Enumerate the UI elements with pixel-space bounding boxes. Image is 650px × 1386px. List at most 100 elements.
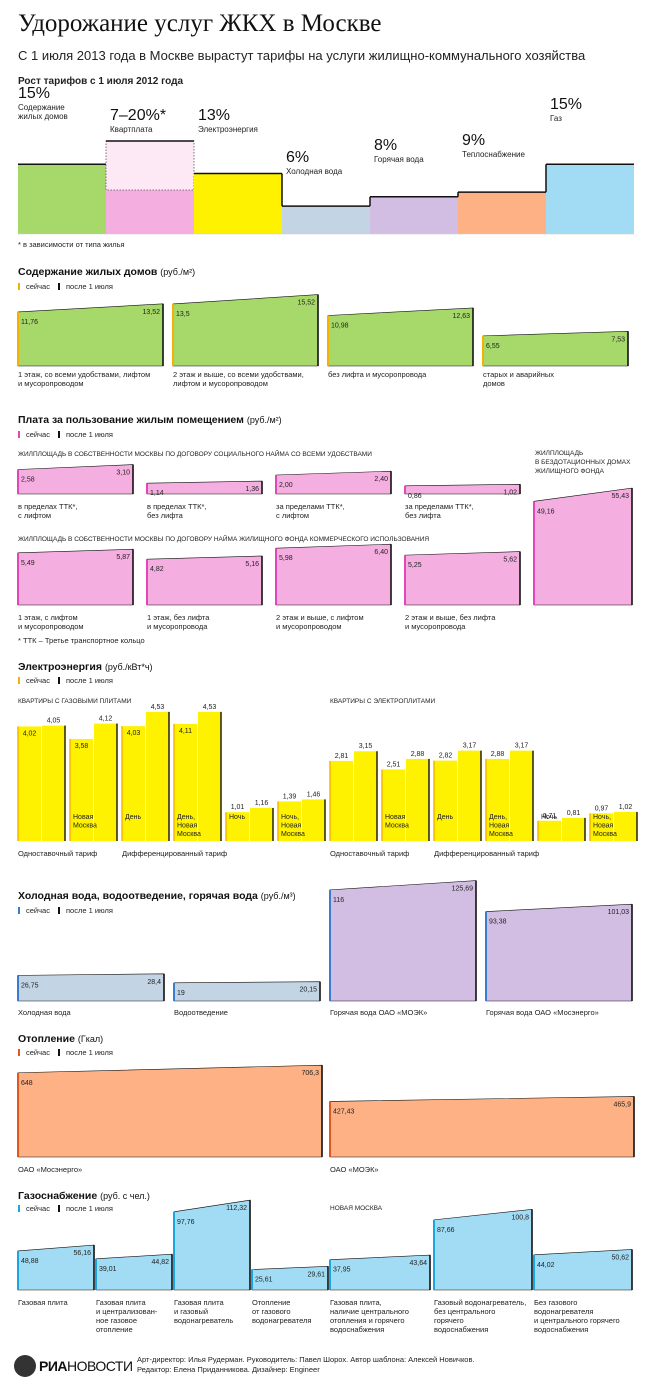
electricity-caption-5: Ночь, Новая Москва xyxy=(281,814,305,838)
water-series-2-area xyxy=(329,880,477,1002)
water-series-1-area xyxy=(173,981,321,1002)
gas-legend-now-swatch xyxy=(18,1205,20,1212)
housing-legend-after-swatch xyxy=(58,283,60,290)
housing-legend-now: сейчас xyxy=(26,282,50,291)
water-unit: (руб./м³) xyxy=(261,891,296,901)
heating-legend-after-swatch xyxy=(58,1049,60,1056)
electricity-bar-11-now xyxy=(590,813,613,841)
gas-caption-0: Газовая плита xyxy=(18,1298,68,1307)
gas-series-5-after-label: 100,8 xyxy=(511,1214,529,1221)
heating-series-1-area xyxy=(329,1096,635,1158)
electricity-group2-label: КВАРТИРЫ С ЭЛЕКТРОПЛИТАМИ xyxy=(330,698,435,705)
rent-commercial-2-now-label: 5,98 xyxy=(279,555,293,562)
gas-series-2-area xyxy=(173,1199,251,1291)
gas-series-1-after-label: 44,82 xyxy=(151,1259,169,1266)
water-caption-3: Горячая вода ОАО «Мосэнерго» xyxy=(486,1008,599,1017)
electricity-legend-after-swatch xyxy=(58,677,60,684)
electricity-value-8-after: 3,17 xyxy=(463,743,477,750)
housing-caption-0: 1 этаж, со всеми удобствами, лифтом и мус… xyxy=(18,370,150,388)
electricity-value-1-now: 3,58 xyxy=(75,743,89,750)
electricity-value-2-now: 4,03 xyxy=(127,730,141,737)
water-series-0-area xyxy=(17,973,165,1002)
electricity-value-3-after: 4,53 xyxy=(203,704,217,711)
credits-line-1: Арт-директор: Илья Рудерман. Руководител… xyxy=(137,1355,475,1364)
housing-series-3-area xyxy=(482,331,629,367)
page-subtitle: С 1 июля 2013 года в Москве вырастут тар… xyxy=(18,48,586,63)
housing-series-2-now-label: 10,98 xyxy=(331,322,349,329)
housing-caption-3: старых и аварийных домов xyxy=(483,370,554,388)
summary-value-label-2: 13% xyxy=(198,107,230,124)
water-caption-1: Водоотведение xyxy=(174,1008,228,1017)
rent-social-3-now-label: 0,86 xyxy=(408,493,422,500)
rent-social-1-now-label: 1,14 xyxy=(150,490,164,497)
heating-legend-now: сейчас xyxy=(26,1048,50,1057)
electricity-value-5-now: 1,39 xyxy=(283,793,297,800)
rent-commercial-1-now-label: 4,82 xyxy=(150,566,164,573)
summary-value-label-3: 6% xyxy=(286,149,309,166)
summary-bar-0 xyxy=(18,164,106,234)
rent-social-2-now-label: 2,00 xyxy=(279,482,293,489)
rent-social-1-after-label: 1,36 xyxy=(245,486,259,493)
summary-value-label-1: 7–20%* xyxy=(110,107,166,124)
heating-series-0-now-label: 648 xyxy=(21,1080,33,1087)
electricity-value-4-after: 1,16 xyxy=(255,800,269,807)
electricity-caption-3: День, Новая Москва xyxy=(177,814,201,838)
gas-legend-after-swatch xyxy=(58,1205,60,1212)
heating-legend-now-swatch xyxy=(18,1049,20,1056)
water-series-0-now-label: 26,75 xyxy=(21,982,39,989)
electricity-group1-label: КВАРТИРЫ С ГАЗОВЫМИ ПЛИТАМИ xyxy=(18,698,132,705)
electricity-bar-8-after xyxy=(458,750,481,841)
ria-logo-text: РИАНОВОСТИ xyxy=(39,1358,133,1374)
rent-legend-now-swatch xyxy=(18,431,20,438)
electricity-value-6-now: 2,81 xyxy=(335,753,349,760)
electricity-bar-8-now xyxy=(434,760,457,841)
rent-social-caption-3: за пределами ТТК*, без лифта xyxy=(405,502,474,520)
rent-title: Плата за пользование жилым помещением (р… xyxy=(18,414,282,426)
electricity-value-11-after: 1,02 xyxy=(619,804,633,811)
summary-bar-5 xyxy=(458,192,546,234)
rent-legend-after-swatch xyxy=(58,431,60,438)
summary-category-label-1: Квартплата xyxy=(110,125,153,134)
summary-value-label-4: 8% xyxy=(374,137,397,154)
gas-unit: (руб. с чел.) xyxy=(100,1191,150,1201)
electricity-value-7-now: 2,51 xyxy=(387,761,401,768)
rent-legend-after: после 1 июля xyxy=(66,430,113,439)
rent-commercial-caption-0: 1 этаж, с лифтом и мусоропроводом xyxy=(18,613,84,631)
electricity-value-11-now: 0,97 xyxy=(595,805,609,812)
rent-social-caption-1: в пределах ТТК*, без лифта xyxy=(147,502,207,520)
water-legend-now: сейчас xyxy=(26,906,50,915)
electricity-bar-10-now xyxy=(538,820,561,841)
heating-title: Отопление (Гкал) xyxy=(18,1033,103,1045)
gas-series-4-now-label: 37,95 xyxy=(333,1267,351,1274)
electricity-bar-9-after xyxy=(510,750,533,841)
gas-series-6-now-label: 44,02 xyxy=(537,1262,555,1269)
summary-bar-kvartplata-range xyxy=(105,140,195,191)
rent-group2-label: ЖИЛПЛОЩАДЬ В СОБСТВЕННОСТИ МОСКВЫ ПО ДОГ… xyxy=(18,534,429,543)
summary-chart-label: Рост тарифов с 1 июля 2012 года xyxy=(18,76,184,87)
electricity-bar-2-after xyxy=(146,711,169,841)
electricity-bar-1-now xyxy=(70,738,93,841)
gas-caption-1: Газовая плита и централизован-ное газовое… xyxy=(96,1298,158,1334)
electricity-bar-7-now xyxy=(382,769,405,841)
housing-series-0-after-label: 13,52 xyxy=(142,309,160,316)
gas-caption-4: Газовая плита, наличие центрального отопле… xyxy=(330,1298,409,1334)
electricity-value-6-after: 3,15 xyxy=(359,743,373,750)
rent-commercial-caption-2: 2 этаж и выше, с лифтом и мусоропроводом xyxy=(276,613,364,631)
rent-commercial-2-after-label: 6,40 xyxy=(374,549,388,556)
electricity-value-3-now: 4,11 xyxy=(179,728,192,735)
rent-social-caption-2: за пределами ТТК*, с лифтом xyxy=(276,502,345,520)
ria-logo: РИАНОВОСТИ xyxy=(14,1352,133,1380)
electricity-bar-7-after xyxy=(406,758,429,841)
rent-commercial-caption-1: 1 этаж, без лифта и мусоропровода xyxy=(147,613,210,631)
rent-commercial-0-now-label: 5,49 xyxy=(21,560,35,567)
housing-series-1-area xyxy=(172,294,319,367)
electricity-caption-9: День, Новая Москва xyxy=(489,814,513,838)
ria-logo-mark xyxy=(14,1355,36,1377)
gas-legend-now: сейчас xyxy=(26,1204,50,1213)
rent-nonsubsidized-after-label: 55,43 xyxy=(611,493,629,500)
electricity-value-0-now: 4,02 xyxy=(23,730,37,737)
electricity-bar-1-after xyxy=(94,723,117,841)
electricity-value-0-after: 4,05 xyxy=(47,718,61,725)
electricity-bar-3-now xyxy=(174,723,197,841)
gas-series-1-now-label: 39,01 xyxy=(99,1266,117,1273)
